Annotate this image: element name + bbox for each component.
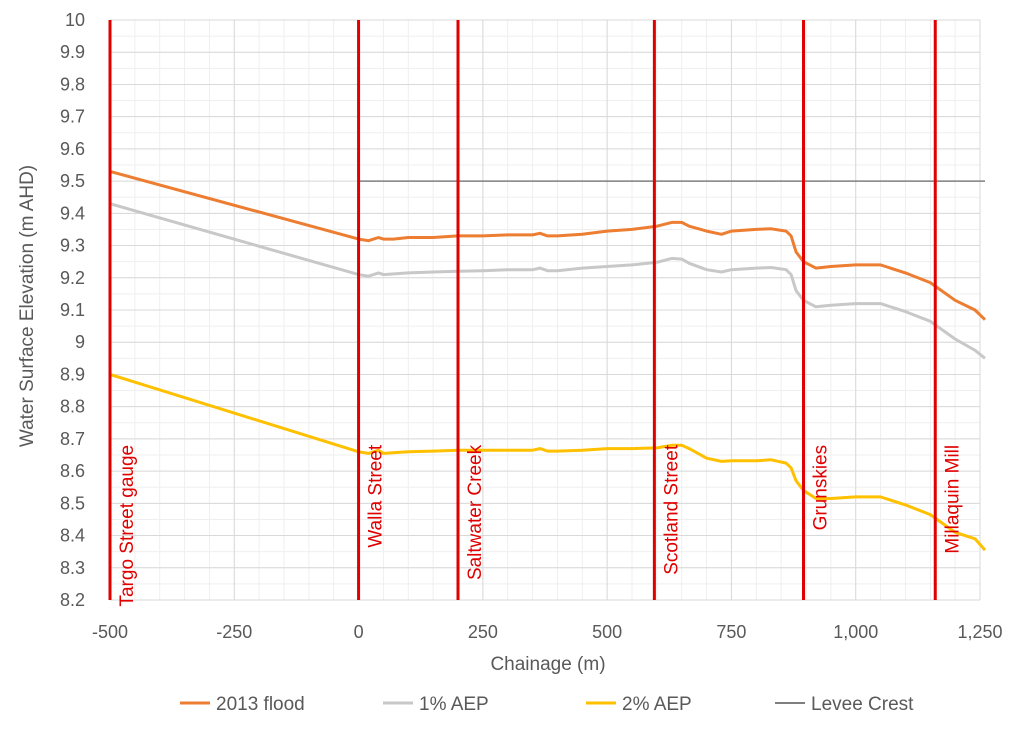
y-tick-label: 8.5 [60,493,85,513]
y-tick-label: 10 [65,10,85,30]
y-tick-label: 9.6 [60,139,85,159]
location-markers: Targo Street gauge Walla Street Saltwater … [108,20,963,607]
y-tick-label: 9.8 [60,74,85,94]
y-axis-ticks: 8.2 8.3 8.4 8.5 8.6 8.7 8.8 8.9 9 9.1 9.2 9.3 9.4 9.5… [60,10,85,610]
x-tick-label: 1,250 [957,622,1002,642]
series-line-2013-flood [109,169,987,321]
series-line-1-aep [109,202,986,360]
x-tick-label: 1,000 [833,622,878,642]
x-tick-label: -500 [92,622,128,642]
y-tick-label: 8.7 [60,429,85,449]
x-tick-label: 250 [468,622,498,642]
y-tick-label: 9.1 [60,300,85,320]
legend-label: 2% AEP [622,694,692,715]
location-label: Scotland Street [661,444,682,575]
y-tick-label: 8.8 [60,397,85,417]
major-gridlines [109,19,981,601]
x-axis-ticks: -500 -250 0 250 500 750 1,000 1,250 [92,622,1003,642]
location-label: Millaquin Mill [942,445,963,554]
y-tick-label: 8.4 [60,526,85,546]
legend-label: 2013 flood [216,694,305,715]
x-axis-label: Chainage (m) [490,654,605,675]
x-tick-label: 750 [716,622,746,642]
y-tick-label: 9.7 [60,107,85,127]
legend-label: Levee Crest [811,694,914,715]
x-tick-label: 500 [592,622,622,642]
y-tick-label: 9.5 [60,171,85,191]
y-tick-label: 8.6 [60,461,85,481]
series-lines [109,169,987,552]
y-tick-label: 8.2 [60,590,85,610]
location-label: Walla Street [366,444,387,547]
y-tick-label: 9.9 [60,42,85,62]
x-tick-label: 0 [354,622,364,642]
location-label: Saltwater Creek [465,444,486,580]
series-line-2-aep [109,372,987,552]
legend: 2013 flood 1% AEP 2% AEP Levee Crest [180,694,914,715]
x-tick-label: -250 [216,622,252,642]
y-tick-label: 8.9 [60,364,85,384]
location-label: Grunskies [811,445,832,531]
y-axis-label: Water Surface Elevation (m AHD) [17,165,38,447]
y-tick-label: 9.4 [60,203,85,223]
y-tick-label: 8.3 [60,558,85,578]
legend-label: 1% AEP [419,694,489,715]
y-tick-label: 9 [75,332,85,352]
y-tick-label: 9.3 [60,236,85,256]
y-tick-label: 9.2 [60,268,85,288]
location-label: Targo Street gauge [117,445,138,607]
